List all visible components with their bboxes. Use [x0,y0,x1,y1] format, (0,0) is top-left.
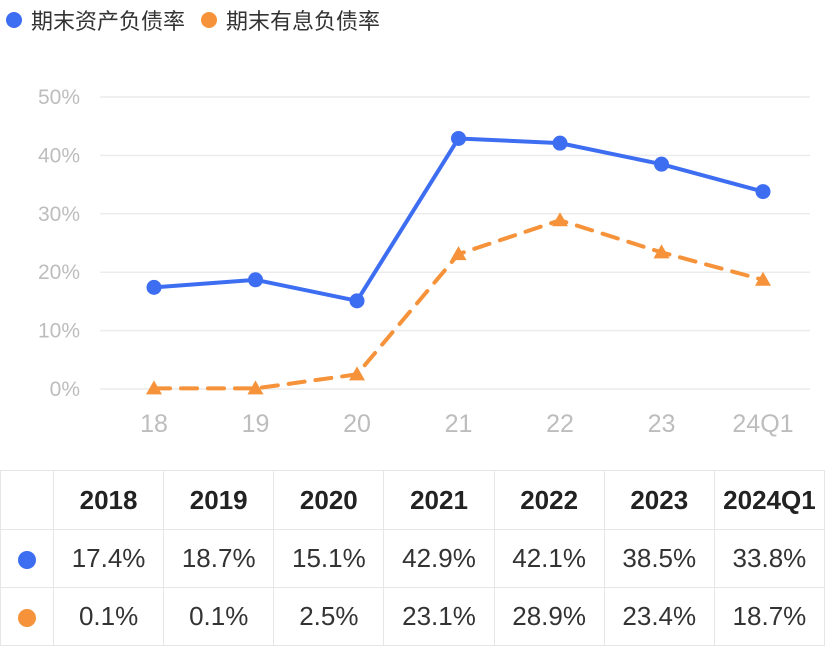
y-tick-label: 0% [50,378,80,401]
data-point-1-4 [552,212,568,227]
table-cell: 0.1% [163,587,275,646]
table-header-cell: 2021 [383,470,495,530]
x-tick-label: 20 [343,410,371,438]
data-point-1-0 [146,380,162,395]
data-point-0-4 [552,135,568,151]
table-cell: 15.1% [273,529,385,588]
table-cell: 42.9% [383,529,495,588]
table-cell: 2.5% [273,587,385,646]
legend-dot-icon [6,12,22,28]
data-point-1-1 [247,380,264,395]
data-point-1-2 [349,366,365,381]
legend-item-interest-bearing-debt[interactable]: 期末有息负债率 [201,4,380,36]
y-tick-label: 10% [38,320,80,343]
table-cell: 17.4% [52,529,165,588]
table-header-cell: 2022 [493,470,605,530]
data-point-0-6 [755,184,771,200]
legend-dot-icon [201,12,218,28]
series-line-1 [152,218,765,391]
x-tick-label: 21 [445,410,473,438]
row-marker-cell [0,529,54,588]
x-tick-label: 22 [546,410,574,438]
y-tick-label: 20% [38,261,80,284]
table-header-row: 2018 2019 2020 2021 2022 2023 2024Q1 [0,470,825,530]
x-tick-label: 24Q1 [732,410,793,438]
table-header-cell: 2023 [603,470,715,530]
table-header-cell: 2019 [163,470,275,530]
data-point-0-0 [146,279,162,295]
table-cell: 0.1% [52,587,165,646]
line-chart: 50% 40% 30% 20% 10% 0% 18 19 20 21 22 23 24Q1 [38,86,810,438]
table-cell: 38.5% [603,529,715,588]
y-tick-label: 40% [38,144,80,167]
x-tick-label: 23 [648,410,676,438]
table-cell: 42.1% [493,529,605,588]
x-tick-label: 19 [242,410,270,438]
table-row-asset-liability: 17.4% 18.7% 15.1% 42.9% 42.1% 38.5% 33.8… [0,529,825,588]
data-point-0-2 [349,293,365,309]
table-header-cell: 2020 [273,470,385,530]
legend-label: 期末有息负债率 [226,9,381,34]
data-point-1-5 [653,244,670,259]
table-corner-cell [0,470,54,530]
data-point-0-5 [654,156,669,172]
table-cell: 33.8% [713,529,825,588]
table-cell: 23.1% [383,587,495,646]
table-row-interest-bearing-debt: 0.1% 0.1% 2.5% 23.1% 28.9% 23.4% 18.7% [0,587,825,646]
data-point-0-3 [451,130,466,146]
data-table: 2018 2019 2020 2021 2022 2023 2024Q1 17.… [0,470,825,646]
x-tick-label: 18 [140,410,168,438]
table-cell: 18.7% [163,529,275,588]
table-cell: 18.7% [713,587,825,646]
legend-item-asset-liability[interactable]: 期末资产负债率 [6,4,185,36]
series-line-0 [152,136,765,303]
legend-label: 期末资产负债率 [31,9,186,34]
table-cell: 23.4% [603,587,715,646]
data-point-0-1 [248,272,263,288]
table-cell: 28.9% [493,587,605,646]
y-tick-label: 30% [38,203,80,226]
data-point-1-3 [450,246,467,261]
data-point-1-6 [755,271,771,286]
chart-legend: 期末资产负债率 期末有息负债率 [6,4,380,36]
row-marker-cell [0,587,54,646]
row-dot-icon [18,551,36,570]
row-dot-icon [18,609,36,628]
table-header-cell: 2018 [52,470,165,530]
y-tick-label: 50% [38,86,80,109]
table-header-cell: 2024Q1 [713,470,825,530]
